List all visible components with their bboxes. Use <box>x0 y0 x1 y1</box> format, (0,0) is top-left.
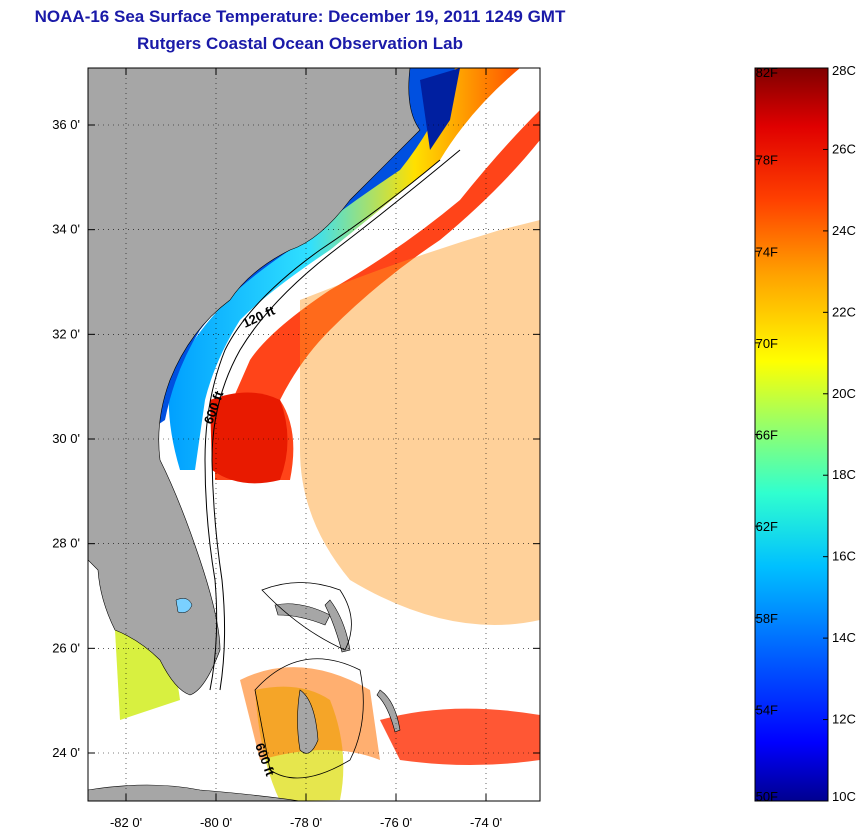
warm-eddy <box>210 392 288 484</box>
colorbar-celsius-label: 12C <box>832 712 856 727</box>
colorbar-ticks: 28C 26C 24C 22C 20C 18C 16C 14C 12C 10C 82F 78F 74F 7… <box>755 63 856 804</box>
colorbar-fahrenheit-label: 54F <box>756 702 778 717</box>
little-bahama-bank-outline <box>261 582 352 651</box>
colorbar-celsius-label: 28C <box>832 63 856 78</box>
colorbar-fahrenheit-label: 82F <box>756 65 778 80</box>
map-title: NOAA-16 Sea Surface Temperature: Decembe… <box>34 7 566 26</box>
map-axes: 36 0' 34 0' 32 0' 30 0' 28 0' 26 0' 24 0' -82 0… <box>52 68 540 830</box>
lat-tick-label: 36 0' <box>52 117 80 132</box>
bahamas-bank-outline <box>254 658 364 779</box>
map-frame <box>87 67 541 802</box>
abaco-island <box>324 599 351 653</box>
colorbar-celsius-label: 18C <box>832 467 856 482</box>
colorbar-fahrenheit-label: 70F <box>756 336 778 351</box>
colorbar-celsius-label: 22C <box>832 304 856 319</box>
colorbar <box>754 67 829 802</box>
colorbar-celsius-label: 20C <box>832 386 856 401</box>
lat-tick-label: 34 0' <box>52 222 80 237</box>
lon-tick-label: -78 0' <box>290 815 322 830</box>
lake-okeechobee <box>175 598 193 613</box>
colorbar-celsius-label: 14C <box>832 630 856 645</box>
graticule <box>88 68 540 801</box>
us-mainland <box>88 68 421 696</box>
isobath-120ft-line <box>204 159 441 691</box>
lon-tick-label: -80 0' <box>200 815 232 830</box>
gulf-stream-warm-water <box>215 68 540 480</box>
lon-tick-label: -74 0' <box>470 815 502 830</box>
cuba-landmass <box>88 784 301 801</box>
isobath-600ft-line <box>211 149 461 691</box>
lon-tick-label: -76 0' <box>380 815 412 830</box>
colorbar-fahrenheit-label: 50F <box>756 789 778 804</box>
lat-tick-label: 30 0' <box>52 431 80 446</box>
lat-tick-label: 28 0' <box>52 536 80 551</box>
colorbar-celsius-label: 26C <box>832 141 856 156</box>
map-area <box>88 68 540 801</box>
lon-tick-label: -82 0' <box>110 815 142 830</box>
offshore-warm-patches <box>300 220 540 625</box>
colorbar-celsius-label: 24C <box>832 223 856 238</box>
bay-cold-water <box>420 68 460 150</box>
lat-tick-label: 26 0' <box>52 640 80 655</box>
grand-bahama-island <box>274 603 331 626</box>
andros-island <box>297 689 319 754</box>
colorbar-celsius-label: 10C <box>832 789 856 804</box>
colorbar-fahrenheit-label: 66F <box>756 428 778 443</box>
colorbar-fahrenheit-label: 62F <box>756 519 778 534</box>
southern-warm-water <box>380 708 540 765</box>
lat-tick-label: 32 0' <box>52 326 80 341</box>
colorbar-fahrenheit-label: 74F <box>756 244 778 259</box>
colorbar-fahrenheit-label: 78F <box>756 153 778 168</box>
colorbar-fahrenheit-label: 58F <box>756 611 778 626</box>
eleuthera-island <box>376 689 401 733</box>
map-subtitle: Rutgers Coastal Ocean Observation Lab <box>137 34 463 53</box>
lat-tick-label: 24 0' <box>52 745 80 760</box>
colorbar-celsius-label: 16C <box>832 549 856 564</box>
